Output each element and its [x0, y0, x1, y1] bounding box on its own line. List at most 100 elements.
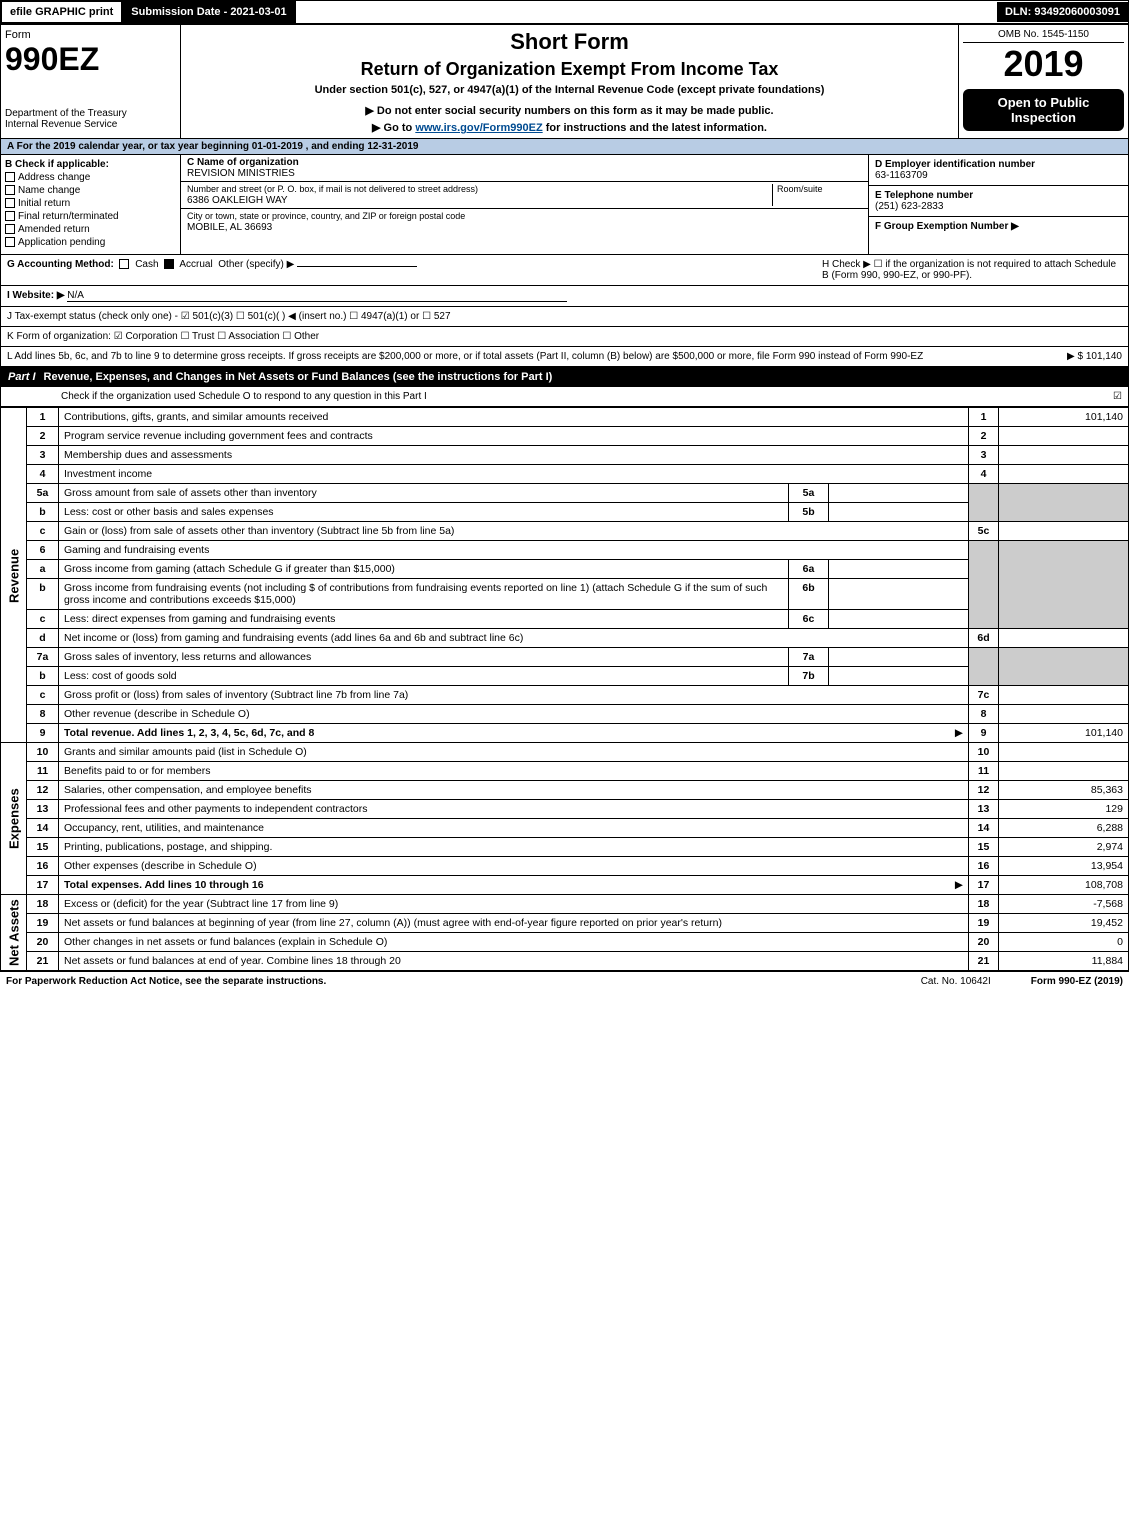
chk-other[interactable]: Other (specify) ▶: [218, 259, 294, 270]
website-value: N/A: [67, 290, 567, 302]
line-13-text: Professional fees and other payments to …: [64, 803, 368, 815]
line-19-value: 19,452: [999, 914, 1129, 933]
line-10-text: Grants and similar amounts paid (list in…: [64, 746, 307, 758]
line-14-value: 6,288: [999, 819, 1129, 838]
box-b-label: B Check if applicable:: [5, 159, 109, 170]
line-j: J Tax-exempt status (check only one) - ☑…: [0, 307, 1129, 327]
line-k: K Form of organization: ☑ Corporation ☐ …: [0, 327, 1129, 347]
chk-accrual[interactable]: Accrual: [179, 259, 212, 270]
top-bar: efile GRAPHIC print Submission Date - 20…: [0, 0, 1129, 24]
goto-line: ▶ Go to www.irs.gov/Form990EZ for instru…: [189, 121, 950, 134]
phone-label: E Telephone number: [875, 190, 973, 201]
lines-table: Revenue 1 Contributions, gifts, grants, a…: [0, 407, 1129, 971]
part-1-body: Revenue 1 Contributions, gifts, grants, a…: [0, 407, 1129, 971]
line-7a-text: Gross sales of inventory, less returns a…: [64, 651, 311, 663]
c-street-label: Number and street (or P. O. box, if mail…: [187, 184, 478, 194]
tax-year: 2019: [963, 43, 1124, 85]
box-b: B Check if applicable: Address change Na…: [1, 155, 181, 254]
line-i: I Website: ▶ N/A: [0, 286, 1129, 307]
irs-link[interactable]: www.irs.gov/Form990EZ: [415, 122, 542, 134]
side-revenue: Revenue: [1, 408, 27, 743]
line-15-text: Printing, publications, postage, and shi…: [64, 841, 272, 853]
part-1-header: Part I Revenue, Expenses, and Changes in…: [0, 367, 1129, 387]
line-20-text: Other changes in net assets or fund bala…: [64, 936, 387, 948]
line-6b-text: Gross income from fundraising events (no…: [64, 582, 767, 606]
line-1-text: Contributions, gifts, grants, and simila…: [64, 411, 328, 423]
c-city-label: City or town, state or province, country…: [187, 211, 465, 221]
org-name: REVISION MINISTRIES: [187, 168, 295, 179]
group-exemption-label: F Group Exemption Number ▶: [875, 221, 1019, 232]
line-21-value: 11,884: [999, 952, 1129, 971]
cat-no: Cat. No. 10642I: [921, 976, 991, 987]
org-street: 6386 OAKLEIGH WAY: [187, 195, 288, 206]
gross-receipts-amount: ▶ $ 101,140: [1067, 351, 1122, 362]
ein-label: D Employer identification number: [875, 159, 1035, 170]
line-18-value: -7,568: [999, 895, 1129, 914]
title-under: Under section 501(c), 527, or 4947(a)(1)…: [189, 84, 950, 96]
part-1-label: Part I: [8, 371, 44, 383]
line-5a-text: Gross amount from sale of assets other t…: [64, 487, 317, 499]
chk-amended-return[interactable]: Amended return: [5, 224, 176, 235]
form-label: Form: [5, 29, 176, 41]
chk-application-pending[interactable]: Application pending: [5, 237, 176, 248]
line-7c-text: Gross profit or (loss) from sales of inv…: [64, 689, 408, 701]
ein-value: 63-1163709: [875, 170, 928, 181]
line-16-text: Other expenses (describe in Schedule O): [64, 860, 257, 872]
line-8-text: Other revenue (describe in Schedule O): [64, 708, 250, 720]
line-11-text: Benefits paid to or for members: [64, 765, 210, 777]
form-footer-label: Form 990-EZ (2019): [1031, 976, 1123, 987]
line-15-value: 2,974: [999, 838, 1129, 857]
line-g-h: G Accounting Method: Cash Accrual Other …: [0, 255, 1129, 286]
chk-name-change[interactable]: Name change: [5, 185, 176, 196]
dept-label: Department of the Treasury: [5, 108, 176, 119]
c-room-label: Room/suite: [777, 184, 823, 194]
footer: For Paperwork Reduction Act Notice, see …: [0, 971, 1129, 991]
line-9-value: 101,140: [999, 724, 1129, 743]
org-city: MOBILE, AL 36693: [187, 222, 272, 233]
irs-label: Internal Revenue Service: [5, 119, 176, 130]
line-6-text: Gaming and fundraising events: [64, 544, 209, 556]
line-12-value: 85,363: [999, 781, 1129, 800]
line-1-num: 1: [27, 408, 59, 427]
line-l: L Add lines 5b, 6c, and 7b to line 9 to …: [0, 347, 1129, 367]
dln-label: DLN: 93492060003091: [997, 2, 1128, 22]
chk-final-return[interactable]: Final return/terminated: [5, 211, 176, 222]
line-4-text: Investment income: [64, 468, 152, 480]
c-name-label: C Name of organization: [187, 157, 299, 168]
paperwork-notice: For Paperwork Reduction Act Notice, see …: [6, 976, 326, 987]
side-expenses: Expenses: [1, 743, 27, 895]
line-6a-text: Gross income from gaming (attach Schedul…: [64, 563, 395, 575]
part-1-title: Revenue, Expenses, and Changes in Net As…: [44, 371, 1121, 383]
line-16-value: 13,954: [999, 857, 1129, 876]
line-3-text: Membership dues and assessments: [64, 449, 232, 461]
line-13-value: 129: [999, 800, 1129, 819]
line-17-text: Total expenses. Add lines 10 through 16: [64, 879, 264, 891]
line-19-text: Net assets or fund balances at beginning…: [64, 917, 722, 929]
accounting-method-label: G Accounting Method:: [7, 259, 114, 270]
chk-address-change[interactable]: Address change: [5, 172, 176, 183]
efile-button[interactable]: efile GRAPHIC print: [1, 1, 122, 23]
line-7b-text: Less: cost of goods sold: [64, 670, 177, 682]
submission-date-button[interactable]: Submission Date - 2021-03-01: [122, 1, 295, 23]
info-grid: B Check if applicable: Address change Na…: [0, 155, 1129, 255]
line-20-value: 0: [999, 933, 1129, 952]
line-18-text: Excess or (deficit) for the year (Subtra…: [64, 898, 338, 910]
line-14-text: Occupancy, rent, utilities, and maintena…: [64, 822, 264, 834]
row-a-tax-year: A For the 2019 calendar year, or tax yea…: [0, 139, 1129, 155]
chk-initial-return[interactable]: Initial return: [5, 198, 176, 209]
title-return: Return of Organization Exempt From Incom…: [189, 59, 950, 80]
form-number: 990EZ: [5, 41, 176, 78]
side-net-assets: Net Assets: [1, 895, 27, 971]
box-d-e-f: D Employer identification number 63-1163…: [868, 155, 1128, 254]
form-header: Form 990EZ Department of the Treasury In…: [0, 24, 1129, 139]
line-12-text: Salaries, other compensation, and employ…: [64, 784, 311, 796]
omb-label: OMB No. 1545-1150: [963, 29, 1124, 43]
line-6d-text: Net income or (loss) from gaming and fun…: [64, 632, 523, 644]
part-1-checkbox[interactable]: ☑: [1113, 391, 1122, 402]
line-1-value: 101,140: [999, 408, 1129, 427]
line-5b-text: Less: cost or other basis and sales expe…: [64, 506, 274, 518]
website-label: I Website: ▶: [7, 290, 65, 301]
line-5c-text: Gain or (loss) from sale of assets other…: [64, 525, 454, 537]
chk-cash[interactable]: Cash: [135, 259, 158, 270]
line-17-value: 108,708: [999, 876, 1129, 895]
